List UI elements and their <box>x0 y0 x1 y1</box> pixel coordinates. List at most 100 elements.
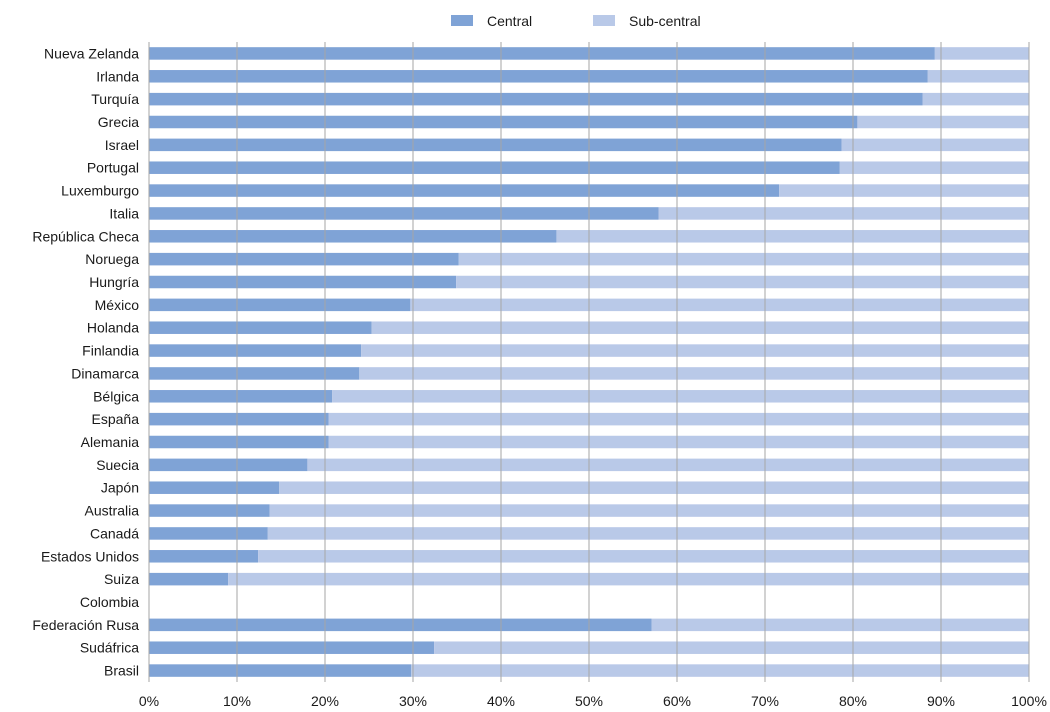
bar-sub-central <box>359 367 1029 380</box>
legend-label-central: Central <box>487 13 532 29</box>
category-labels: Nueva Zelanda Irlanda Turquía Grecia Israel P… <box>32 45 139 678</box>
x-tick-label: 20% <box>311 693 339 709</box>
x-tick-label: 80% <box>839 693 867 709</box>
bar-sub-central <box>269 504 1029 517</box>
bar-sub-central <box>434 641 1029 654</box>
category-label: Estados Unidos <box>41 548 139 564</box>
bar-central <box>149 298 411 312</box>
bar-central <box>149 572 229 586</box>
bar-central <box>149 184 780 197</box>
bar-central <box>149 70 928 83</box>
bar-central <box>149 664 412 677</box>
bar-sub-central <box>279 481 1029 494</box>
bar-sub-central <box>258 550 1029 563</box>
bar-sub-central <box>927 70 1029 83</box>
bar-central <box>149 527 268 540</box>
category-label: Holanda <box>87 320 139 336</box>
bar-sub-central <box>458 252 1029 266</box>
bar-sub-central <box>410 298 1029 312</box>
bar-sub-central <box>456 275 1029 289</box>
category-label: Suecia <box>96 457 139 473</box>
category-label: Portugal <box>87 160 139 176</box>
bar-sub-central <box>658 207 1029 220</box>
bar-sub-central <box>307 458 1029 472</box>
category-label: Federación Rusa <box>32 617 139 633</box>
legend-swatch-sub-central <box>593 15 615 26</box>
bar-central <box>149 252 459 266</box>
bar-sub-central <box>651 618 1029 632</box>
legend: Central Sub-central <box>451 13 701 29</box>
bar-central <box>149 321 372 334</box>
bar-central <box>149 618 652 632</box>
category-label: Finlandia <box>82 343 139 359</box>
bar-central <box>149 115 858 129</box>
category-label: Brasil <box>104 663 139 679</box>
bars <box>149 47 1030 677</box>
x-tick-label: 0% <box>139 693 159 709</box>
category-label: Israel <box>105 137 139 153</box>
category-label: Italia <box>109 205 139 221</box>
bar-sub-central <box>371 321 1029 334</box>
bar-central <box>149 458 308 472</box>
category-label: Sudáfrica <box>80 640 139 656</box>
category-label: Turquía <box>91 91 139 107</box>
bar-central <box>149 138 842 152</box>
bar-sub-central <box>934 47 1029 60</box>
bar-central <box>149 207 659 220</box>
x-tick-label: 100% <box>1011 693 1047 709</box>
bar-central <box>149 92 923 106</box>
x-tick-labels: 0% 10% 20% 30% 40% 50% 60% 70% 80% 90% 100% <box>139 693 1047 709</box>
bar-central <box>149 230 557 243</box>
x-tick-label: 50% <box>575 693 603 709</box>
bar-central <box>149 481 280 494</box>
bar-central <box>149 641 435 654</box>
bar-central <box>149 367 360 380</box>
gridlines <box>148 42 1030 682</box>
bar-sub-central <box>328 412 1029 426</box>
bar-central <box>149 47 935 60</box>
bar-sub-central <box>228 572 1029 586</box>
plot-area: Nueva Zelanda Irlanda Turquía Grecia Israel P… <box>32 42 1047 709</box>
bar-central <box>149 344 362 357</box>
category-label: Irlanda <box>96 68 139 84</box>
bar-sub-central <box>411 664 1029 677</box>
bar-central <box>149 550 259 563</box>
category-label: Japón <box>101 480 139 496</box>
bar-central <box>149 390 333 403</box>
category-label: Hungría <box>89 274 139 290</box>
bar-sub-central <box>841 138 1029 152</box>
bar-sub-central <box>839 161 1029 174</box>
bar-sub-central <box>267 527 1029 540</box>
category-label: Australia <box>85 503 140 519</box>
category-label: Noruega <box>85 251 139 267</box>
category-label: Colombia <box>80 594 139 610</box>
x-tick-label: 30% <box>399 693 427 709</box>
bar-central <box>149 412 329 426</box>
category-label: Suiza <box>104 571 139 587</box>
bar-sub-central <box>328 435 1029 449</box>
x-tick-label: 60% <box>663 693 691 709</box>
x-tick-label: 90% <box>927 693 955 709</box>
legend-label-sub-central: Sub-central <box>629 13 701 29</box>
x-tick-label: 40% <box>487 693 515 709</box>
bar-sub-central <box>779 184 1029 197</box>
bar-central <box>149 161 840 174</box>
category-label: República Checa <box>32 228 139 244</box>
category-label: Bélgica <box>93 388 139 404</box>
bar-central <box>149 435 329 449</box>
category-label: España <box>92 411 140 427</box>
bar-sub-central <box>556 230 1029 243</box>
category-label: México <box>95 297 140 313</box>
bar-sub-central <box>332 390 1029 403</box>
category-label: Canadá <box>90 525 139 541</box>
x-tick-label: 70% <box>751 693 779 709</box>
legend-swatch-central <box>451 15 473 26</box>
bar-sub-central <box>361 344 1030 357</box>
category-label: Dinamarca <box>71 365 139 381</box>
bar-sub-central <box>922 92 1029 106</box>
category-label: Grecia <box>98 114 139 130</box>
category-label: Nueva Zelanda <box>44 45 139 61</box>
bar-sub-central <box>857 115 1029 129</box>
category-label: Luxemburgo <box>61 183 139 199</box>
